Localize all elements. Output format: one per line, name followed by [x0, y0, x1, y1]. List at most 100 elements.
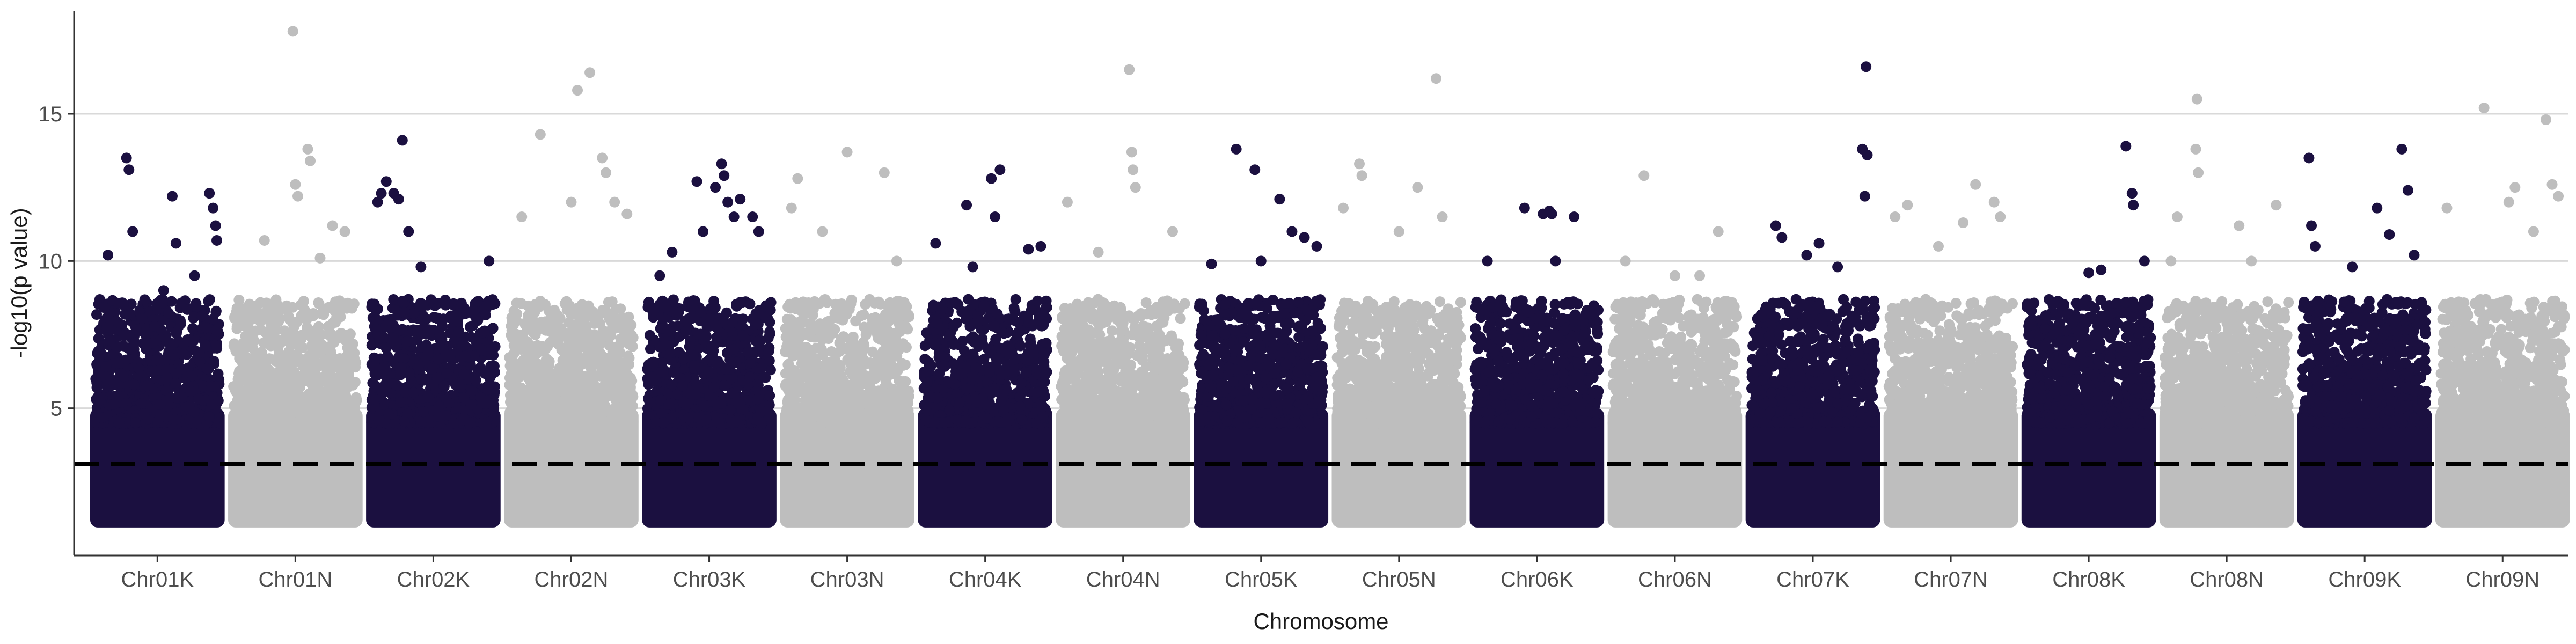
snp-point — [615, 303, 626, 314]
snp-point — [763, 346, 774, 357]
snp-hit — [516, 211, 528, 223]
snp-point — [764, 355, 775, 367]
snp-point — [276, 414, 288, 425]
snp-point — [316, 330, 327, 341]
snp-point — [324, 341, 335, 352]
snp-point — [136, 398, 147, 409]
snp-point — [466, 385, 478, 397]
snp-point — [753, 308, 764, 319]
snp-point — [601, 418, 612, 429]
snp-hit — [440, 299, 451, 311]
snp-point — [714, 417, 725, 428]
snp-point — [92, 348, 103, 359]
snp-point — [456, 297, 467, 309]
snp-point — [700, 331, 712, 342]
snp-point — [708, 382, 720, 393]
snp-point — [130, 417, 141, 428]
snp-hit — [728, 211, 740, 223]
snp-point — [489, 410, 501, 421]
snp-point — [349, 400, 360, 411]
snp-point — [399, 307, 410, 318]
snp-hit — [166, 191, 178, 202]
snp-point — [441, 368, 452, 379]
snp-hit — [170, 238, 181, 249]
snp-point — [271, 395, 282, 406]
snp-hit — [121, 152, 132, 164]
snp-point — [617, 312, 628, 323]
snp-point — [564, 385, 575, 397]
snp-point — [554, 372, 566, 383]
snp-hit — [292, 191, 303, 202]
snp-hit — [716, 158, 727, 170]
snp-point — [401, 336, 412, 347]
snp-point — [586, 339, 597, 350]
snp-point — [710, 320, 721, 331]
snp-point — [735, 297, 746, 308]
snp-hit — [380, 176, 392, 187]
snp-point — [138, 408, 150, 420]
snp-point — [113, 357, 124, 369]
snp-point — [341, 298, 352, 310]
snp-hit — [609, 196, 620, 208]
snp-point — [452, 316, 463, 327]
snp-point — [247, 386, 258, 398]
snp-point — [527, 411, 538, 422]
snp-point — [111, 379, 122, 390]
snp-hit — [123, 164, 135, 175]
snp-point — [96, 412, 107, 423]
snp-point — [530, 329, 541, 340]
snp-point — [618, 365, 630, 376]
snp-point — [606, 296, 618, 308]
snp-point — [547, 316, 559, 327]
snp-point — [231, 387, 242, 398]
snp-point — [397, 324, 408, 335]
snp-point — [312, 407, 324, 418]
snp-hit — [667, 246, 678, 258]
snp-point — [201, 363, 213, 374]
snp-point — [561, 416, 573, 428]
snp-point — [422, 392, 433, 403]
snp-point — [698, 400, 709, 411]
snp-point — [255, 297, 266, 308]
snp-point — [488, 361, 500, 372]
snp-point — [163, 346, 174, 357]
snp-point — [683, 398, 694, 409]
chromosome-chr02n — [504, 67, 639, 528]
snp-point — [576, 301, 587, 312]
snp-hit — [753, 226, 764, 237]
snp-point — [680, 325, 692, 336]
snp-point — [200, 339, 211, 350]
snp-point — [664, 326, 675, 337]
snp-hit — [204, 188, 215, 199]
snp-point — [611, 377, 623, 388]
snp-point — [133, 363, 144, 374]
snp-point — [412, 325, 423, 336]
snp-point — [240, 413, 252, 424]
snp-point — [318, 304, 329, 316]
snp-point — [334, 412, 346, 423]
snp-point — [130, 324, 142, 335]
snp-point — [458, 369, 470, 380]
snp-point — [384, 315, 395, 326]
snp-point — [546, 409, 558, 420]
snp-point — [574, 417, 586, 428]
snp-point — [727, 317, 738, 328]
snp-point — [304, 400, 315, 412]
snp-point — [211, 342, 223, 354]
snp-point — [372, 370, 383, 381]
snp-point — [538, 402, 549, 413]
snp-point — [330, 296, 341, 308]
snp-point — [517, 338, 528, 349]
snp-point — [611, 401, 622, 412]
snp-hit — [722, 196, 734, 208]
snp-point — [238, 307, 250, 318]
snp-point — [561, 304, 573, 316]
snp-point — [175, 318, 187, 330]
snp-point — [380, 342, 392, 354]
snp-point — [408, 387, 419, 398]
snp-point — [389, 378, 400, 390]
snp-point — [165, 392, 176, 403]
snp-point — [689, 360, 700, 371]
snp-point — [537, 341, 548, 352]
snp-point — [394, 369, 406, 380]
